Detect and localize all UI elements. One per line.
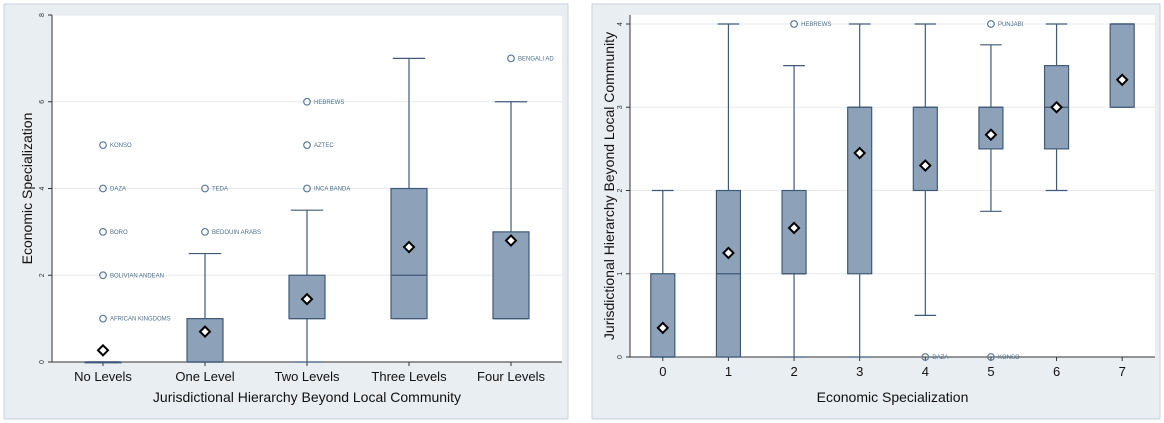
- outlier-label: DAZA: [110, 187, 126, 193]
- x-tick-label: No Levels: [74, 369, 132, 384]
- box: [912, 106, 938, 192]
- outlier-point: [303, 184, 311, 193]
- outlier-label: BEDOUIN ARABS: [212, 230, 261, 236]
- outlier-label: HEBREWS: [314, 100, 344, 106]
- y-axis-title: Jurisdictional Hierarchy Beyond Local Co…: [601, 32, 617, 340]
- outlier-label: AZTEC: [314, 143, 334, 149]
- mean-marker: [918, 159, 932, 172]
- outlier-point: [507, 54, 515, 63]
- box: [978, 106, 1004, 150]
- box: [390, 187, 428, 320]
- mean-marker: [656, 321, 670, 335]
- mean-marker: [198, 325, 212, 339]
- outlier-point: [303, 97, 311, 106]
- y-tick-label: 6: [39, 100, 46, 104]
- x-tick-label: 2: [790, 364, 797, 379]
- x-tick-label: Four Levels: [477, 369, 545, 384]
- outlier-label: TEDA: [212, 187, 228, 193]
- y-tick-label: 0: [39, 360, 46, 364]
- outlier-point: [201, 184, 209, 193]
- plot-area: [630, 15, 1155, 357]
- chart-left: 0 2 4 6 8 No Levels One Level Two Levels Three L…: [3, 3, 569, 420]
- y-tick-label: 2: [39, 273, 46, 277]
- outlier-point: [921, 353, 930, 361]
- box: [847, 106, 873, 275]
- x-axis-title: Jurisdictional Hierarchy Beyond Local Co…: [153, 389, 461, 405]
- mean-marker: [300, 292, 314, 306]
- x-tick-label: 7: [1119, 364, 1126, 379]
- outlier-label: AFRICAN KINGDOMS: [110, 317, 171, 323]
- y-axis-title: Economic Specialization: [19, 113, 35, 265]
- outlier-label: KONSO: [110, 143, 132, 149]
- mean-marker: [984, 128, 998, 142]
- outlier-label: INCA BANDA: [314, 187, 350, 193]
- outlier-label: BENGALI AD: [518, 56, 554, 62]
- x-tick-label: Three Levels: [371, 369, 447, 384]
- outlier-label: BOLIVIAN ANDEAN: [110, 273, 164, 279]
- mean-marker: [787, 221, 801, 235]
- mean-marker: [96, 343, 110, 357]
- outlier-point: [987, 20, 995, 28]
- mean-marker: [1050, 100, 1063, 114]
- x-axis-title: Economic Specialization: [817, 389, 969, 405]
- y-tick-label: 3: [617, 105, 624, 109]
- box: [1109, 23, 1135, 108]
- y-tick-label: 1: [617, 272, 624, 276]
- outlier-point: [790, 20, 798, 28]
- outlier-label: DAZA: [932, 355, 948, 361]
- outlier-point: [99, 227, 107, 236]
- outlier-label: PUNJABI: [998, 22, 1024, 28]
- outlier-label: BORO: [110, 230, 128, 236]
- y-tick-label: 4: [39, 186, 46, 190]
- mean-marker: [402, 240, 416, 254]
- outlier-point: [99, 314, 107, 323]
- outlier-point: [99, 141, 107, 150]
- x-tick-label: One Level: [175, 369, 234, 384]
- outlier-label: KONSO: [998, 355, 1020, 361]
- mean-marker: [504, 234, 518, 247]
- outlier-point: [99, 184, 107, 193]
- x-tick-label: 4: [922, 364, 929, 379]
- outlier-point: [99, 271, 107, 280]
- x-tick-label: Two Levels: [274, 369, 340, 384]
- mean-marker: [853, 146, 867, 160]
- x-tick-label: 1: [725, 364, 732, 379]
- mean-marker: [1115, 73, 1129, 87]
- x-tick-label: 6: [1053, 364, 1060, 379]
- outlier-point: [987, 353, 995, 361]
- outlier-label: HEBREWS: [801, 22, 831, 28]
- y-tick-label: 2: [617, 188, 624, 192]
- mean-marker: [722, 246, 735, 260]
- outlier-point: [201, 227, 209, 236]
- box: [186, 318, 224, 363]
- x-tick-label: 5: [987, 364, 994, 379]
- x-tick-label: 3: [856, 364, 863, 379]
- y-tick-label: 0: [617, 355, 624, 359]
- y-tick-label: 8: [39, 13, 46, 17]
- x-tick-label: 0: [659, 364, 666, 379]
- outlier-point: [303, 141, 311, 150]
- y-tick-label: 4: [617, 22, 624, 26]
- chart-right: 0 1 2 3 4 0 1 2 3 4 5 6 7 HEBREWS DAZA PUNJABI KONSO Econ…: [591, 3, 1161, 420]
- box: [650, 273, 676, 358]
